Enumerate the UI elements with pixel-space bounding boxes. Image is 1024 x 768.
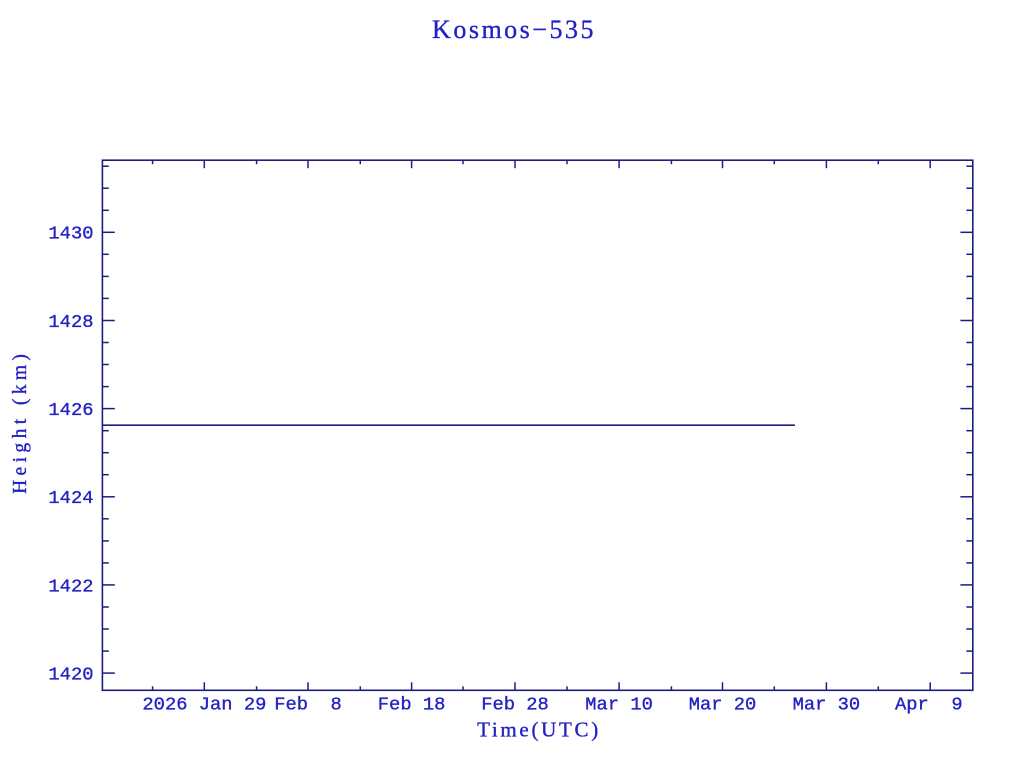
svg-text:Feb 8: Feb 8 bbox=[274, 694, 342, 716]
svg-text:Mar 10: Mar 10 bbox=[585, 694, 653, 716]
svg-text:Feb 28: Feb 28 bbox=[481, 694, 549, 716]
svg-text:1422: 1422 bbox=[48, 575, 93, 597]
svg-text:Mar 20: Mar 20 bbox=[689, 694, 757, 716]
svg-text:1430: 1430 bbox=[48, 223, 93, 245]
svg-text:Height (km): Height (km) bbox=[10, 350, 31, 494]
svg-text:Time(UTC): Time(UTC) bbox=[477, 718, 601, 742]
svg-text:1426: 1426 bbox=[48, 399, 93, 421]
svg-text:Mar 30: Mar 30 bbox=[793, 694, 861, 716]
svg-text:2026 Jan 29: 2026 Jan 29 bbox=[142, 694, 266, 716]
svg-text:Kosmos−535: Kosmos−535 bbox=[432, 15, 596, 44]
svg-text:1424: 1424 bbox=[48, 487, 93, 509]
svg-text:Apr 9: Apr 9 bbox=[895, 694, 963, 716]
svg-text:Feb 18: Feb 18 bbox=[378, 694, 446, 716]
svg-text:1420: 1420 bbox=[48, 664, 93, 686]
svg-text:1428: 1428 bbox=[48, 311, 93, 333]
